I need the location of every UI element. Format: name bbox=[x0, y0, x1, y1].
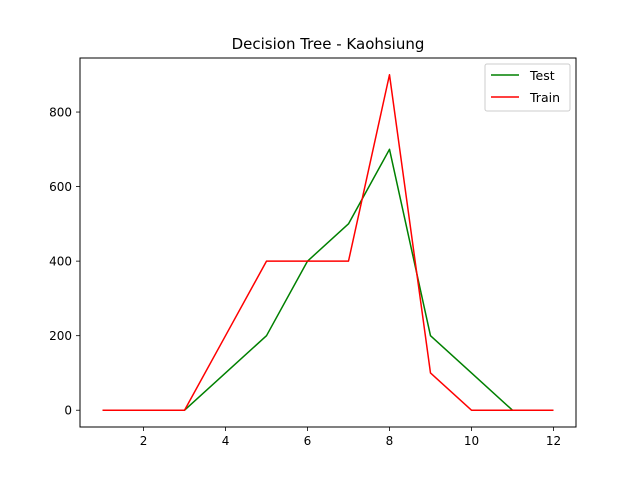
x-tick-label: 10 bbox=[464, 434, 479, 448]
x-tick-label: 8 bbox=[386, 434, 394, 448]
series-layer bbox=[102, 74, 554, 411]
y-tick-label: 0 bbox=[64, 404, 72, 418]
plot-frame bbox=[79, 57, 577, 428]
y-tick-label: 600 bbox=[49, 180, 72, 194]
series-line-train bbox=[102, 74, 554, 411]
legend-label-test: Test bbox=[529, 68, 555, 83]
series-line-test bbox=[102, 148, 554, 411]
x-tick-label: 12 bbox=[546, 434, 561, 448]
y-axis: 0 200 400 600 800 bbox=[49, 106, 80, 418]
x-tick-label: 6 bbox=[304, 434, 312, 448]
x-tick-label: 4 bbox=[222, 434, 230, 448]
x-tick-label: 2 bbox=[140, 434, 148, 448]
chart-title: Decision Tree - Kaohsiung bbox=[232, 35, 425, 53]
y-tick-label: 200 bbox=[49, 329, 72, 343]
y-tick-label: 400 bbox=[49, 255, 72, 269]
x-axis: 2 4 6 8 10 12 bbox=[140, 427, 561, 448]
legend: Test Train bbox=[484, 63, 571, 112]
legend-label-train: Train bbox=[529, 90, 560, 105]
y-tick-label: 800 bbox=[49, 106, 72, 120]
